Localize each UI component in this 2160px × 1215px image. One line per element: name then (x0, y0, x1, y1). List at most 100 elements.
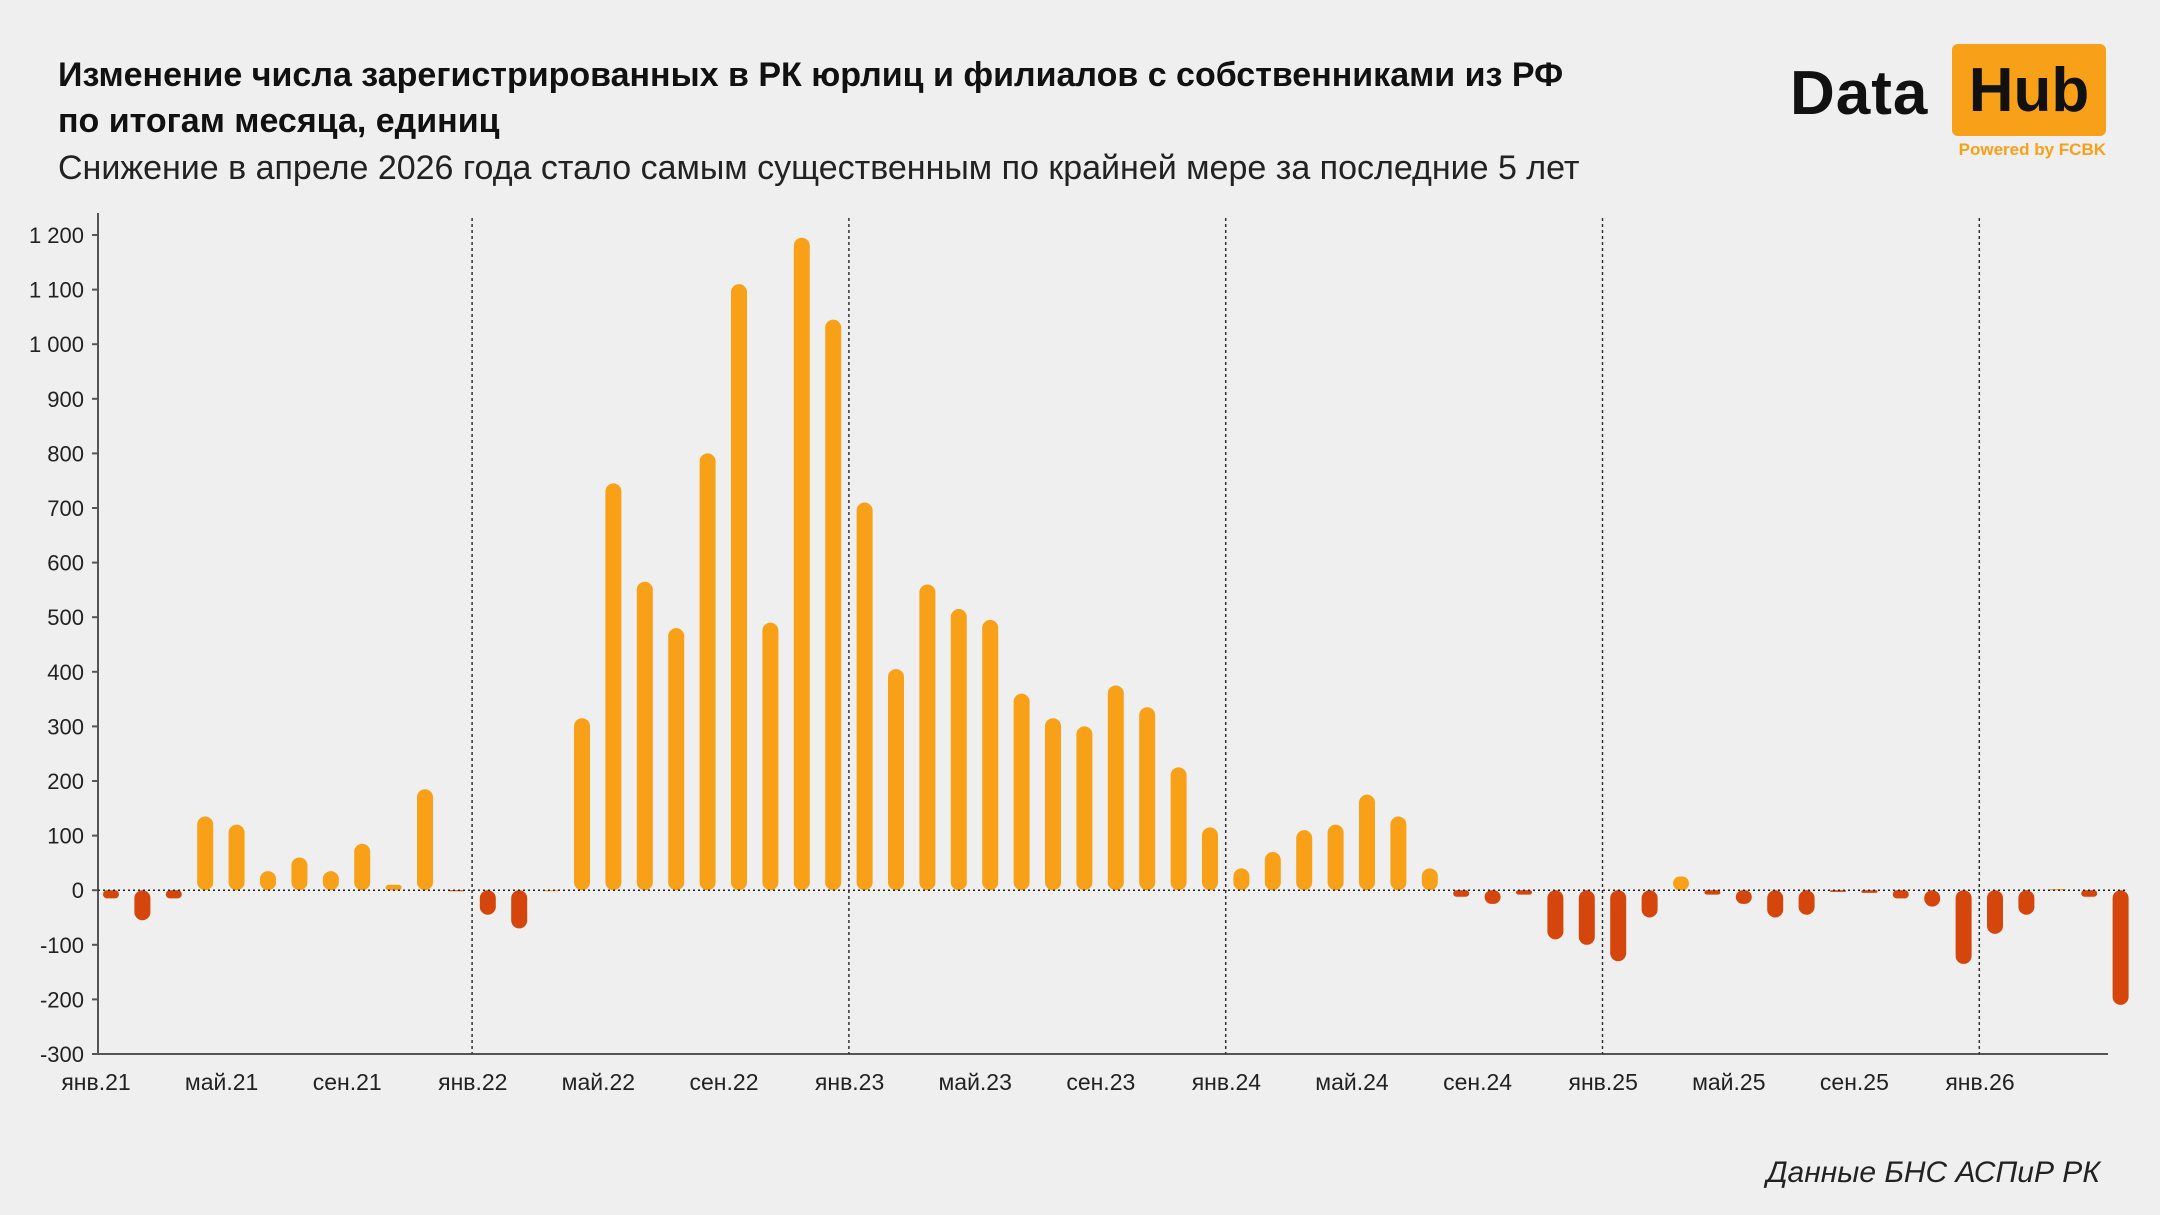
bar (103, 890, 119, 899)
y-tick-label: 900 (47, 387, 84, 412)
bar (605, 483, 622, 891)
x-tick-label: май.23 (938, 1069, 1011, 1095)
bar (1484, 890, 1501, 904)
bar (1453, 890, 1470, 897)
bar (825, 319, 842, 891)
bar (1516, 890, 1532, 895)
bar (1704, 890, 1721, 895)
bar (1924, 890, 1941, 907)
bar (1296, 830, 1313, 891)
bar (856, 502, 873, 891)
bar (1673, 876, 1689, 891)
y-tick-label: -300 (40, 1042, 84, 1067)
bar (448, 890, 465, 892)
chart-subtitle: Снижение в апреле 2026 года стало самым … (58, 149, 1580, 187)
bar (322, 871, 339, 891)
bar (385, 884, 402, 891)
bar (1390, 816, 1407, 891)
bar (1264, 851, 1281, 891)
y-tick-label: 100 (47, 824, 84, 849)
bar (1578, 890, 1595, 945)
bar (1610, 890, 1627, 962)
bar (731, 284, 747, 891)
bar (1107, 685, 1124, 891)
y-tick-label: 400 (47, 660, 84, 685)
bar (1421, 868, 1438, 891)
bar (165, 890, 182, 899)
bar (1233, 868, 1250, 891)
bar (417, 789, 433, 891)
y-tick-label: 300 (47, 714, 84, 739)
chart-title: Изменение числа зарегистрированных в РК … (58, 52, 1758, 144)
bar (636, 581, 653, 891)
x-tick-label: сен.25 (1820, 1069, 1889, 1095)
bar (1892, 890, 1909, 899)
bar (1045, 718, 1061, 891)
y-tick-label: 500 (47, 605, 84, 630)
bar (354, 843, 371, 891)
bar (1013, 693, 1030, 891)
data-source-note: Данные БНС АСПиР РК (1766, 1156, 2100, 1189)
bar (699, 453, 716, 891)
bar (1076, 726, 1093, 891)
bar (511, 890, 528, 929)
y-tick-label: 1 000 (29, 332, 84, 357)
y-tick-label: 200 (47, 769, 84, 794)
logo-tagline: Powered by FCBK (1958, 140, 2106, 159)
logo-word-hub: Hub (1952, 44, 2106, 136)
x-tick-label: янв.22 (438, 1069, 507, 1095)
bar (1139, 707, 1156, 891)
bar (479, 890, 496, 915)
bar (793, 237, 810, 891)
bar (1798, 890, 1815, 915)
bar (1547, 890, 1564, 940)
bar (1359, 794, 1375, 891)
bar (1987, 890, 2003, 934)
y-tick-label: 1 200 (29, 223, 84, 248)
x-tick-label: май.21 (185, 1069, 258, 1095)
bar (762, 622, 779, 891)
x-tick-label: янв.21 (61, 1069, 130, 1095)
chart-title-line2: по итогам месяца, единиц (58, 102, 500, 140)
logo-word-data: Data (1790, 59, 1929, 128)
bar (1735, 890, 1752, 904)
y-tick-label: 800 (47, 441, 84, 466)
x-tick-label: янв.26 (1945, 1069, 2014, 1095)
bar (919, 584, 936, 891)
bar (668, 628, 685, 891)
bar (134, 890, 151, 921)
bar (197, 816, 214, 891)
chart-title-line1: Изменение числа зарегистрированных в РК … (58, 56, 1564, 94)
y-tick-label: 0 (72, 878, 84, 903)
bar (1202, 827, 1218, 891)
x-tick-label: янв.23 (815, 1069, 884, 1095)
datahub-logo: Data Hub Powered by FCBK (1788, 44, 2108, 164)
x-tick-label: сен.22 (690, 1069, 759, 1095)
y-tick-label: -100 (40, 933, 84, 958)
bar (2018, 890, 2035, 915)
bar (1767, 890, 1784, 918)
bar (228, 824, 245, 891)
x-tick-label: янв.24 (1192, 1069, 1262, 1095)
bar (291, 857, 308, 891)
bar (2112, 890, 2129, 1005)
bar (1641, 890, 1658, 918)
y-tick-label: -200 (40, 987, 84, 1012)
x-tick-label: сен.23 (1066, 1069, 1135, 1095)
bar (1327, 824, 1344, 891)
bar (1955, 890, 1972, 964)
bar (982, 619, 999, 891)
bar (260, 871, 276, 891)
bar (950, 609, 967, 891)
bar (1170, 767, 1187, 891)
x-tick-label: янв.25 (1569, 1069, 1638, 1095)
y-tick-label: 600 (47, 551, 84, 576)
y-tick-label: 700 (47, 496, 84, 521)
x-tick-label: сен.24 (1443, 1069, 1512, 1095)
x-tick-label: май.25 (1692, 1069, 1765, 1095)
y-tick-label: 1 100 (29, 278, 84, 303)
x-tick-label: май.22 (562, 1069, 635, 1095)
bar (2081, 890, 2098, 897)
bar (574, 718, 590, 891)
